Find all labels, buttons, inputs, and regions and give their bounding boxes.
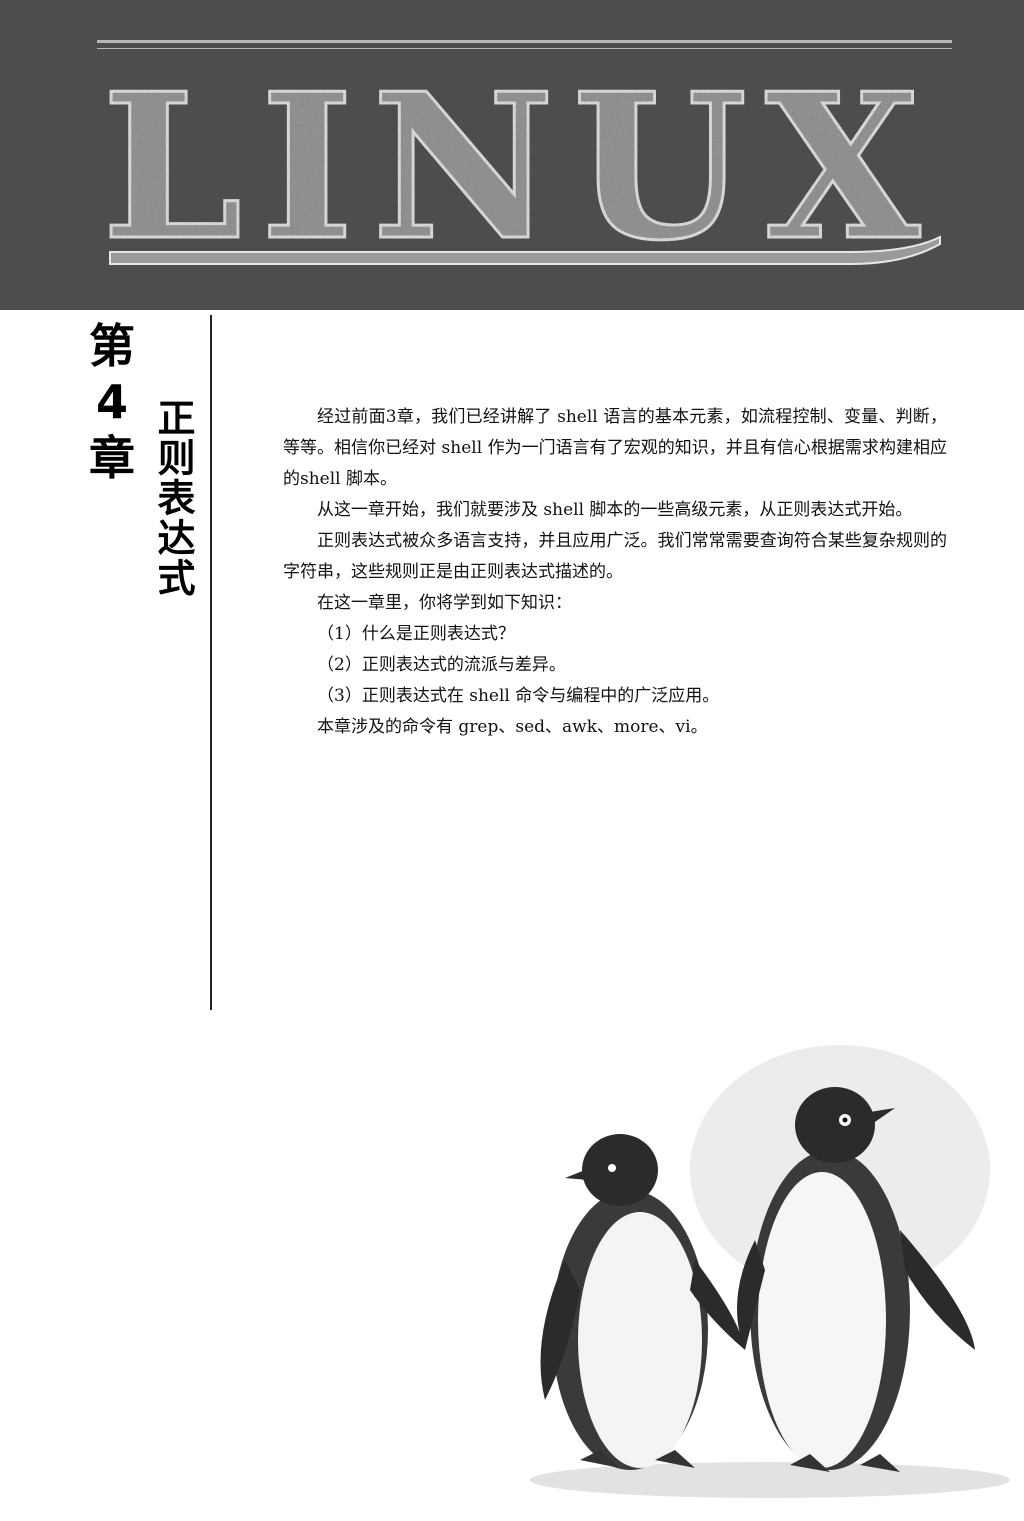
header-band: LINUX xyxy=(0,0,1024,310)
penguin-right xyxy=(737,1087,975,1472)
chapter-intro: 经过前面3章，我们已经讲解了 shell 语言的基本元素，如流程控制、变量、判断… xyxy=(283,402,947,743)
chapter-number: 第4章 xyxy=(89,319,135,485)
chapter-title: 正则表达式 xyxy=(151,398,195,598)
list-item: （2）正则表达式的流派与差异。 xyxy=(317,655,566,675)
penguin-left xyxy=(540,1134,745,1470)
intro-paragraph: 从这一章开始，我们就要涉及 shell 脚本的一些高级元素，从正则表达式开始。 xyxy=(317,500,913,520)
header-top-rule-thin xyxy=(97,48,952,49)
logo-underline-swash xyxy=(109,235,941,265)
intro-paragraph: 经过前面3章，我们已经讲解了 shell 语言的基本元素，如流程控制、变量、判断… xyxy=(283,407,947,489)
header-top-rule xyxy=(97,40,952,43)
penguins-illustration xyxy=(530,1045,1010,1498)
intro-paragraph: 正则表达式被众多语言支持，并且应用广泛。我们常常需要查询符合某些复杂规则的字符串… xyxy=(283,531,947,582)
linux-logo: LINUX xyxy=(100,52,941,282)
intro-paragraph: 在这一章里，你将学到如下知识： xyxy=(317,593,572,613)
list-item: （3）正则表达式在 shell 命令与编程中的广泛应用。 xyxy=(317,686,720,706)
list-item: （1）什么是正则表达式？ xyxy=(317,624,515,644)
ground-shadow xyxy=(530,1462,1010,1498)
closing-paragraph: 本章涉及的命令有 grep、sed、awk、more、vi。 xyxy=(317,717,708,737)
linux-logo-text: LINUX xyxy=(102,52,939,282)
side-divider xyxy=(210,315,212,1010)
